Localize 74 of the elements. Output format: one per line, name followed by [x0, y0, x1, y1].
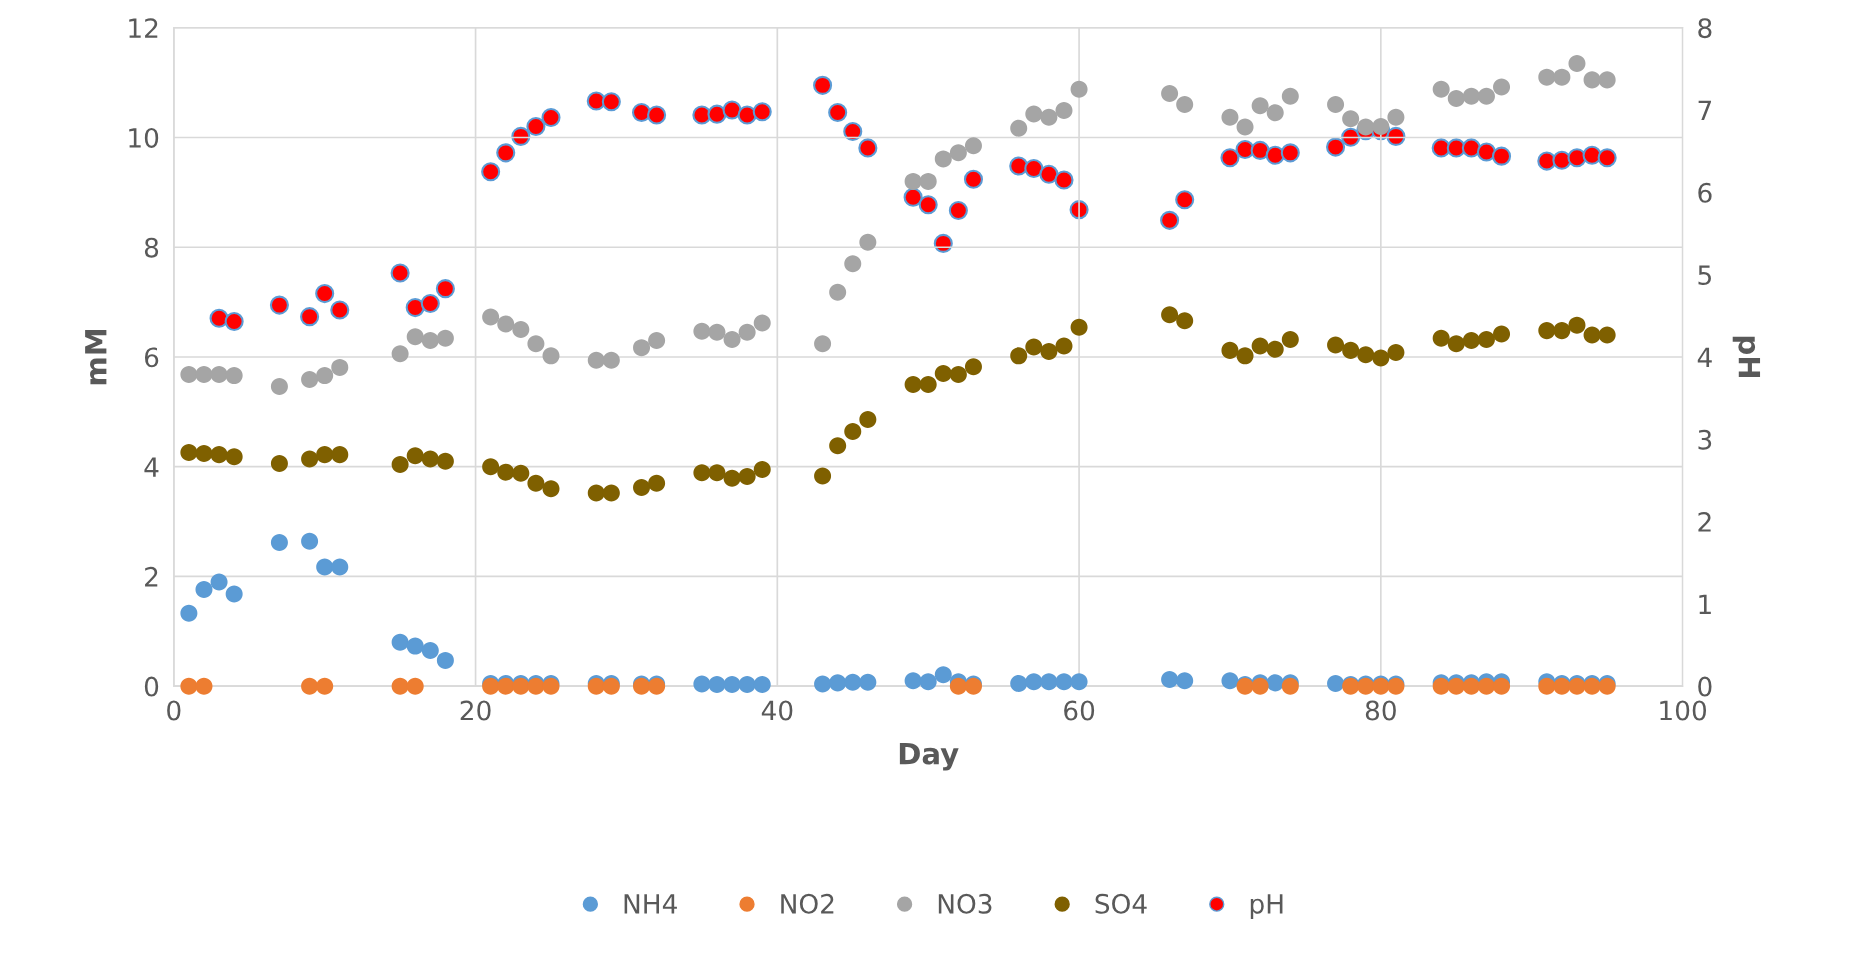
y-tick-label: 2	[145, 566, 158, 587]
point	[1009, 156, 1029, 176]
y-tick-label: 6	[144, 347, 159, 368]
point	[1552, 150, 1572, 170]
legend-label: NH4	[624, 894, 677, 914]
point	[1160, 210, 1180, 230]
point	[1024, 158, 1044, 179]
x-tick-label: 80	[1365, 700, 1396, 721]
y2-tick-label: 7	[1698, 100, 1712, 121]
point	[843, 121, 863, 141]
y2-tick-label: 0	[1698, 676, 1712, 697]
point	[647, 105, 667, 125]
point	[722, 100, 742, 120]
point	[1250, 140, 1270, 160]
point	[918, 195, 938, 215]
point	[541, 107, 561, 128]
point	[752, 102, 772, 122]
point	[435, 279, 455, 299]
point	[1220, 148, 1240, 168]
point	[269, 295, 289, 315]
point	[405, 298, 425, 318]
y2-tick-label: 2	[1698, 512, 1711, 532]
point	[707, 104, 727, 124]
legend-label: NO2	[781, 893, 834, 914]
y-tick-label: 10	[129, 127, 159, 148]
point	[300, 307, 320, 327]
y2-tick-label: 6	[1698, 182, 1712, 203]
y2-tick-label: 1	[1699, 594, 1711, 614]
point	[1039, 164, 1059, 184]
point	[1326, 137, 1346, 157]
legend-label: pH	[1250, 894, 1283, 919]
x-tick-label: 100	[1660, 700, 1707, 721]
point	[420, 293, 440, 314]
point	[858, 138, 878, 158]
y2-tick-label: 4	[1697, 347, 1712, 367]
point	[903, 187, 923, 207]
x-tick-label: 60	[1064, 700, 1095, 721]
y-tick-label: 0	[144, 676, 159, 697]
point	[601, 92, 621, 112]
y2-tick-label: 8	[1698, 18, 1712, 39]
y-axis-title: mM	[85, 329, 107, 385]
y2-tick-label: 5	[1698, 265, 1711, 286]
point	[1461, 138, 1481, 158]
point	[1054, 170, 1074, 190]
y2-tick-label: 3	[1698, 429, 1712, 450]
y-tick-label: 4	[144, 457, 159, 477]
point	[315, 284, 335, 304]
point	[496, 143, 516, 163]
point	[1175, 190, 1195, 210]
point	[224, 312, 244, 332]
legend-label: NO3	[938, 893, 992, 914]
legend-label: SO4	[1095, 893, 1147, 914]
point	[390, 263, 410, 283]
x-tick-label: 40	[761, 700, 793, 721]
point	[1386, 126, 1406, 146]
y-tick-label: 12	[129, 18, 158, 38]
y-tick-label: 8	[144, 237, 159, 258]
point	[481, 162, 501, 182]
point	[526, 116, 546, 137]
point	[330, 300, 350, 320]
point	[1492, 146, 1512, 166]
y2-axis-title: pH	[1732, 336, 1761, 377]
x-tick-label: 0	[167, 700, 181, 721]
point	[1476, 142, 1496, 162]
point	[209, 308, 229, 328]
point	[813, 75, 833, 95]
point	[1597, 148, 1617, 168]
x-axis-title: Day	[899, 742, 959, 771]
point	[1280, 143, 1300, 163]
point	[963, 169, 984, 189]
point	[828, 102, 848, 123]
point	[511, 126, 531, 146]
x-tick-label: 20	[460, 700, 491, 721]
point	[948, 200, 968, 221]
